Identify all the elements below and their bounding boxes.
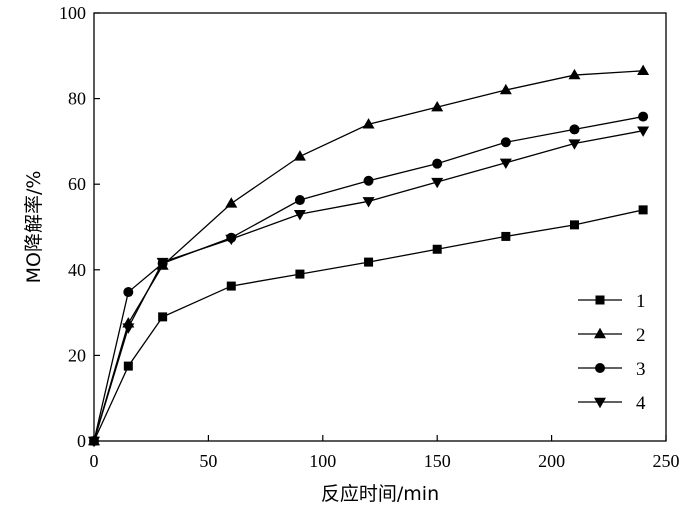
data-point-series-2 bbox=[293, 150, 306, 161]
data-point-series-3 bbox=[294, 195, 305, 206]
data-point-series-2 bbox=[225, 197, 238, 208]
x-axis-title: 反应时间/min bbox=[321, 483, 439, 505]
data-point-series-1 bbox=[638, 205, 648, 215]
y-tick-label: 80 bbox=[68, 89, 86, 109]
data-point-series-4 bbox=[293, 209, 306, 221]
legend-label-1: 1 bbox=[636, 291, 646, 312]
data-point-series-3 bbox=[500, 137, 511, 148]
data-point-series-1 bbox=[501, 231, 511, 241]
data-point-series-1 bbox=[432, 244, 442, 254]
data-point-series-4 bbox=[431, 177, 444, 189]
data-point-series-2 bbox=[499, 83, 512, 95]
data-point-series-1 bbox=[158, 312, 168, 322]
y-axis-title: MO降解率/% bbox=[23, 171, 45, 284]
y-tick-label: 100 bbox=[59, 3, 86, 23]
y-tick-label: 60 bbox=[68, 174, 86, 194]
series-line-3 bbox=[93, 115, 644, 442]
series-lines bbox=[93, 70, 644, 442]
x-tick-label: 250 bbox=[653, 451, 680, 471]
data-point-series-4 bbox=[568, 139, 581, 150]
plot-area-frame bbox=[93, 12, 667, 442]
x-tick-label: 150 bbox=[424, 451, 451, 471]
series-line-4 bbox=[93, 130, 644, 442]
legend: 1 2 3 4 bbox=[578, 291, 646, 414]
data-point-series-4 bbox=[637, 126, 650, 137]
data-point-series-4 bbox=[122, 323, 135, 334]
data-point-series-3 bbox=[569, 124, 580, 135]
data-point-series-1 bbox=[226, 281, 236, 291]
y-tick-label: 20 bbox=[68, 345, 86, 365]
legend-label-2: 2 bbox=[636, 325, 646, 346]
data-point-series-3 bbox=[432, 158, 443, 169]
legend-marker-1 bbox=[595, 295, 605, 305]
data-point-series-1 bbox=[569, 220, 579, 230]
x-tick-label: 0 bbox=[90, 451, 99, 471]
series-line-1 bbox=[93, 209, 644, 442]
x-tick-label: 100 bbox=[309, 451, 336, 471]
data-point-series-4 bbox=[156, 257, 169, 269]
data-point-series-3 bbox=[638, 111, 649, 122]
series-markers bbox=[88, 64, 650, 448]
x-tick-label: 200 bbox=[538, 451, 565, 471]
legend-marker-3 bbox=[595, 363, 605, 373]
data-point-series-4 bbox=[88, 436, 100, 448]
axis-ticks: 0 50 100 150 200 250 0 20 40 60 80 100 bbox=[59, 3, 680, 471]
data-point-series-2 bbox=[362, 118, 375, 129]
legend-marker-4 bbox=[594, 397, 606, 409]
legend-label-4: 4 bbox=[636, 393, 646, 414]
data-point-series-4 bbox=[225, 234, 238, 246]
data-point-series-2 bbox=[637, 64, 650, 75]
y-tick-label: 40 bbox=[68, 260, 86, 280]
legend-marker-2 bbox=[594, 327, 606, 339]
legend-label-3: 3 bbox=[636, 359, 646, 380]
data-point-series-3 bbox=[363, 175, 374, 186]
data-point-series-2 bbox=[568, 68, 581, 80]
data-point-series-1 bbox=[295, 269, 305, 279]
data-point-series-4 bbox=[362, 197, 375, 208]
x-tick-label: 50 bbox=[199, 451, 217, 471]
data-point-series-1 bbox=[123, 361, 133, 371]
data-point-series-4 bbox=[499, 158, 512, 169]
data-point-series-1 bbox=[364, 257, 374, 267]
data-point-series-3 bbox=[123, 287, 134, 298]
data-point-series-2 bbox=[431, 100, 444, 112]
y-tick-label: 0 bbox=[77, 431, 86, 451]
